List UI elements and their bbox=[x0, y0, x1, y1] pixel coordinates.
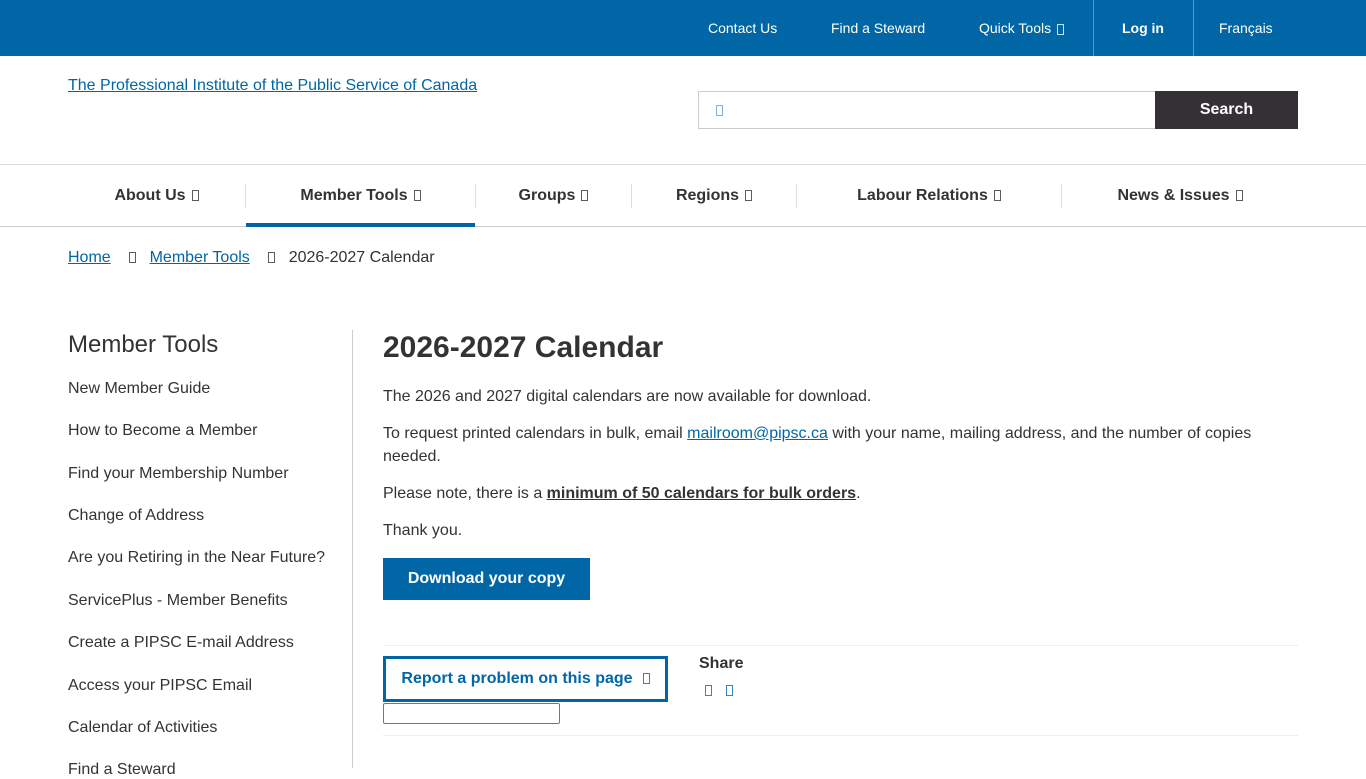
chevron-down-icon bbox=[1057, 23, 1065, 35]
text: To request printed calendars in bulk, em… bbox=[383, 425, 688, 442]
minimum-emphasis: minimum of 50 calendars for bulk orders bbox=[546, 485, 857, 502]
contact-us-link[interactable]: Contact Us bbox=[708, 20, 778, 36]
sidebar-item[interactable]: Access your PIPSC Email bbox=[68, 677, 253, 694]
divider bbox=[245, 184, 246, 208]
sidebar-item[interactable]: New Member Guide bbox=[68, 380, 211, 397]
sidebar-title: Member Tools bbox=[68, 331, 219, 358]
chevron-down-icon bbox=[642, 673, 650, 685]
nav-label: Groups bbox=[518, 187, 576, 204]
divider bbox=[631, 184, 632, 208]
nav-label: News & Issues bbox=[1117, 187, 1230, 204]
nav-member-tools[interactable]: Member Tools bbox=[246, 165, 475, 227]
email-link[interactable]: mailroom@pipsc.ca bbox=[687, 425, 828, 442]
chevron-down-icon bbox=[581, 190, 589, 202]
sidebar-item[interactable]: Find a Steward bbox=[68, 761, 176, 778]
top-bar: Contact Us Find a Steward Quick Tools Lo… bbox=[0, 0, 1366, 56]
chevron-down-icon bbox=[413, 190, 421, 202]
minimum-note: Please note, there is a minimum of 50 ca… bbox=[383, 482, 1283, 505]
sidebar-item[interactable]: Change of Address bbox=[68, 507, 205, 524]
share-heading: Share bbox=[699, 655, 744, 672]
sidebar: Member Tools New Member Guide How to Bec… bbox=[68, 330, 353, 778]
login-link[interactable]: Log in bbox=[1122, 20, 1164, 36]
nav-label: Regions bbox=[675, 187, 740, 204]
thanks-text: Thank you. bbox=[383, 522, 463, 539]
nav-regions[interactable]: Regions bbox=[632, 165, 796, 227]
nav-label: Member Tools bbox=[300, 187, 408, 204]
nav-label: About Us bbox=[114, 187, 186, 204]
quick-tools-menu[interactable]: Quick Tools bbox=[979, 0, 1065, 56]
breadcrumb-current: 2026-2027 Calendar bbox=[288, 249, 435, 266]
text: Please note, there is a bbox=[383, 485, 547, 502]
divider bbox=[1061, 184, 1062, 208]
intro-text: The 2026 and 2027 digital calendars are … bbox=[383, 388, 872, 405]
report-label: Report a problem on this page bbox=[401, 670, 633, 687]
divider bbox=[796, 184, 797, 208]
text: with your name, mailing address, and the… bbox=[383, 425, 1252, 465]
page-title: 2026-2027 Calendar bbox=[383, 331, 664, 364]
chevron-down-icon bbox=[745, 190, 753, 202]
quick-tools-label: Quick Tools bbox=[979, 20, 1052, 36]
sidebar-item[interactable]: Create a PIPSC E-mail Address bbox=[68, 634, 294, 651]
chevron-down-icon bbox=[191, 190, 199, 202]
text: . bbox=[856, 485, 861, 502]
download-button[interactable]: Download your copy bbox=[383, 558, 590, 600]
divider bbox=[383, 645, 1298, 646]
twitter-icon[interactable] bbox=[726, 685, 733, 697]
chevron-right-icon bbox=[129, 252, 137, 264]
search-button[interactable]: Search bbox=[1155, 91, 1298, 129]
divider bbox=[475, 184, 476, 208]
chevron-down-icon bbox=[993, 190, 1001, 202]
divider bbox=[383, 735, 1298, 736]
sidebar-item[interactable]: Are you Retiring in the Near Future? bbox=[68, 549, 326, 566]
language-toggle[interactable]: Français bbox=[1219, 20, 1273, 36]
facebook-icon[interactable] bbox=[705, 685, 712, 697]
nav-labour-relations[interactable]: Labour Relations bbox=[797, 165, 1061, 227]
nav-news-issues[interactable]: News & Issues bbox=[1062, 165, 1298, 227]
find-steward-link[interactable]: Find a Steward bbox=[831, 20, 926, 36]
nav-label: Labour Relations bbox=[857, 187, 988, 204]
sidebar-item[interactable]: ServicePlus - Member Benefits bbox=[68, 592, 288, 609]
report-problem-button[interactable]: Report a problem on this page bbox=[383, 656, 668, 702]
search-icon bbox=[716, 105, 723, 116]
main-nav: About Us Member Tools Groups Regions Lab… bbox=[0, 164, 1366, 227]
report-input[interactable] bbox=[383, 703, 560, 724]
main-content: 2026-2027 Calendar The 2026 and 2027 dig… bbox=[383, 330, 1298, 736]
divider bbox=[1193, 0, 1194, 56]
share-icons bbox=[699, 682, 733, 700]
divider bbox=[1093, 0, 1094, 56]
logo-link[interactable]: The Professional Institute of the Public… bbox=[68, 77, 478, 94]
sidebar-item[interactable]: How to Become a Member bbox=[68, 422, 258, 439]
nav-groups[interactable]: Groups bbox=[476, 165, 631, 227]
breadcrumb-member-tools[interactable]: Member Tools bbox=[149, 249, 250, 266]
sidebar-item[interactable]: Calendar of Activities bbox=[68, 719, 218, 736]
chevron-down-icon bbox=[1235, 190, 1243, 202]
chevron-right-icon bbox=[268, 252, 276, 264]
search-input[interactable] bbox=[698, 91, 1156, 129]
breadcrumb-home[interactable]: Home bbox=[68, 249, 111, 266]
nav-about-us[interactable]: About Us bbox=[68, 165, 245, 227]
sidebar-item[interactable]: Find your Membership Number bbox=[68, 465, 289, 482]
bulk-request-text: To request printed calendars in bulk, em… bbox=[383, 422, 1283, 468]
breadcrumb: Home Member Tools 2026-2027 Calendar bbox=[68, 249, 435, 267]
